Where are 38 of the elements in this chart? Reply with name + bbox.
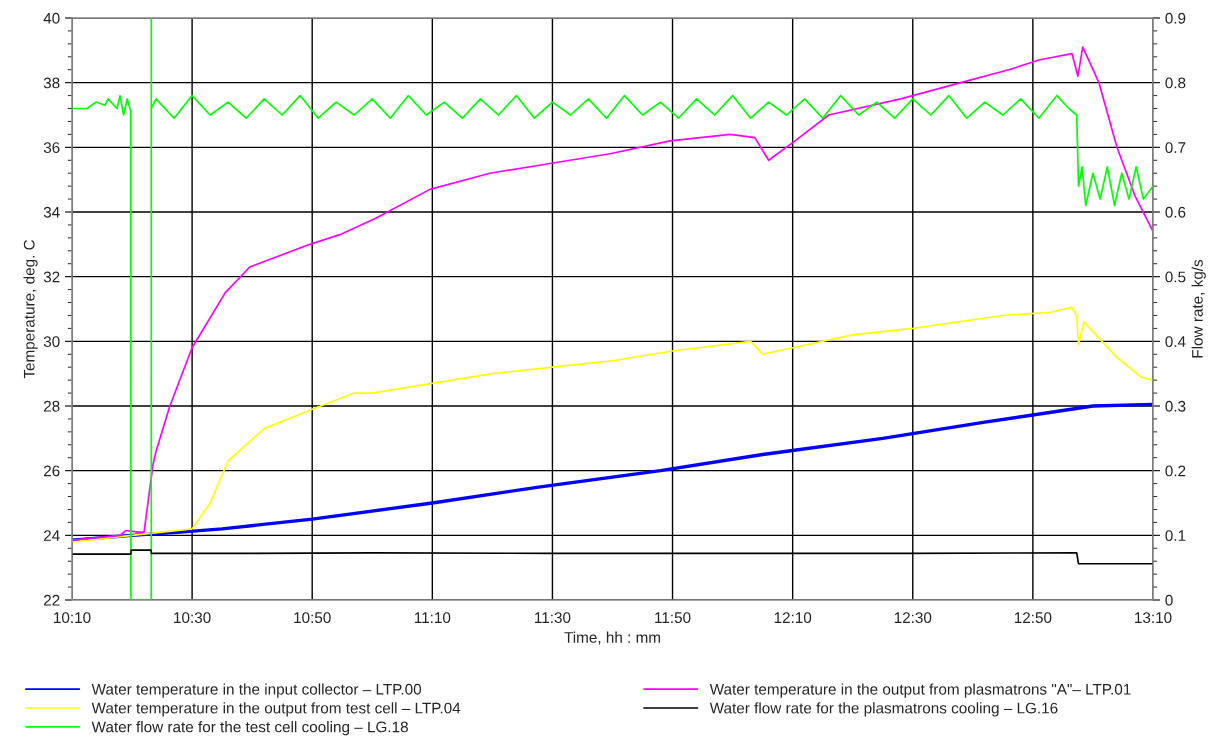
x-tick-label: 10:50 bbox=[294, 612, 331, 624]
x-tick-label: 12:10 bbox=[774, 612, 812, 624]
y2-tick-label: 0 bbox=[1165, 594, 1173, 606]
y-tick-label: 22 bbox=[43, 594, 60, 606]
x-tick-label: 12:30 bbox=[894, 612, 932, 624]
y-axis-title: Temperature, deg. C bbox=[23, 239, 38, 379]
y-tick-label: 40 bbox=[43, 12, 60, 24]
y2-tick-label: 0.3 bbox=[1165, 400, 1186, 412]
x-tick-label: 11:30 bbox=[535, 612, 571, 624]
y2-tick-label: 0.1 bbox=[1165, 530, 1186, 542]
y-tick-label: 38 bbox=[43, 77, 60, 89]
legend-label: Water temperature in the input collector – LTP.00 bbox=[91, 683, 422, 698]
y2-tick-label: 0.4 bbox=[1165, 336, 1186, 348]
y-tick-label: 24 bbox=[43, 530, 60, 541]
y2-axis-title: Flow rate, kg/s bbox=[1191, 259, 1206, 358]
legend-label: Water flow rate for the test cell cooling – LG.18 bbox=[91, 721, 408, 736]
y-tick-label: 32 bbox=[43, 271, 60, 283]
y-tick-label: 36 bbox=[43, 142, 60, 154]
y2-tick-label: 0.2 bbox=[1165, 465, 1186, 477]
x-tick-label: 12:50 bbox=[1014, 612, 1052, 624]
y2-tick-label: 0.6 bbox=[1165, 206, 1186, 218]
legend-label: Water temperature in the output from test cell – LTP.04 bbox=[91, 702, 461, 717]
legend-label: Water temperature in the output from plasmatrons "A"– LTP.01 bbox=[709, 683, 1131, 698]
y2-tick-label: 0.7 bbox=[1165, 142, 1186, 154]
x-tick-label: 11:50 bbox=[655, 612, 691, 624]
x-tick-label: 13:10 bbox=[1135, 612, 1172, 624]
legend-label: Water flow rate for the plasmatrons cooling – LG.16 bbox=[709, 702, 1058, 717]
y-tick-label: 30 bbox=[43, 336, 60, 348]
x-tick-label: 10:10 bbox=[54, 612, 91, 624]
y-tick-label: 34 bbox=[43, 206, 60, 218]
x-tick-label: 10:30 bbox=[174, 612, 211, 624]
y2-tick-label: 0.5 bbox=[1165, 271, 1186, 283]
y2-tick-label: 0.9 bbox=[1165, 12, 1186, 24]
x-axis-title: Time, hh : mm bbox=[564, 631, 661, 645]
y-tick-label: 26 bbox=[43, 465, 60, 477]
y2-tick-label: 0.8 bbox=[1165, 77, 1186, 89]
x-tick-label: 11:10 bbox=[414, 612, 451, 624]
y-tick-label: 28 bbox=[43, 400, 60, 412]
